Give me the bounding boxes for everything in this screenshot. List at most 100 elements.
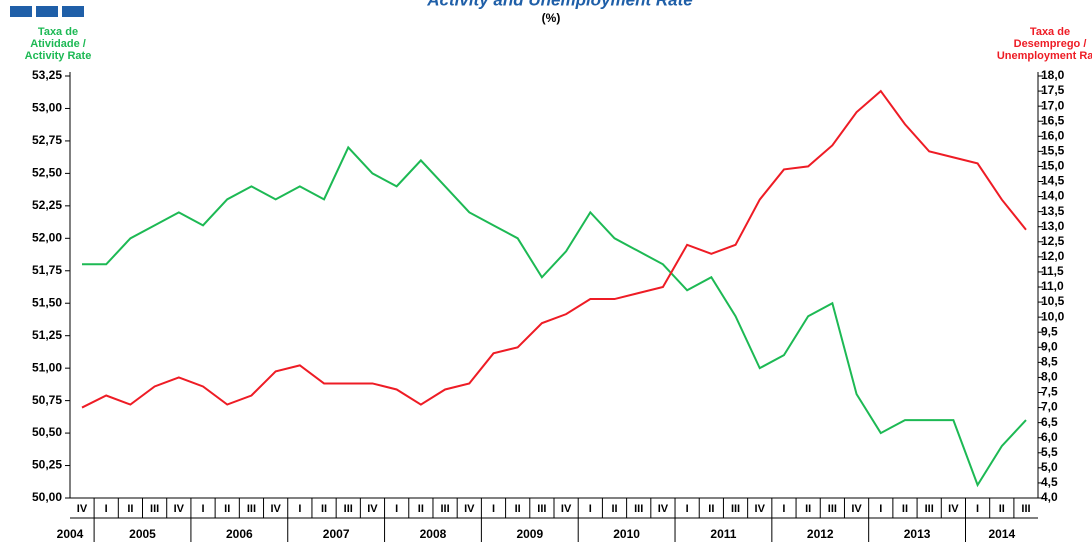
y-tick-label: 51,25 xyxy=(32,328,62,342)
y2-tick-label: 5,5 xyxy=(1041,445,1058,459)
y2-axis-title: Desemprego / xyxy=(1014,38,1087,50)
x-tick-label: III xyxy=(634,503,643,515)
x-tick-label: IV xyxy=(77,503,88,515)
y2-tick-label: 7,5 xyxy=(1041,385,1058,399)
year-label: 2004 xyxy=(57,527,84,541)
y-tick-label: 52,00 xyxy=(32,230,62,244)
x-tick-label: II xyxy=(321,503,327,515)
y-tick-label: 51,75 xyxy=(32,263,62,277)
x-tick-label: II xyxy=(611,503,617,515)
y2-tick-label: 14,0 xyxy=(1041,189,1065,203)
x-tick-label: IV xyxy=(174,503,185,515)
y-tick-label: 51,50 xyxy=(32,295,62,309)
y2-tick-label: 5,0 xyxy=(1041,460,1058,474)
x-tick-label: IV xyxy=(367,503,378,515)
year-label: 2010 xyxy=(613,527,640,541)
y-tick-label: 53,25 xyxy=(32,68,62,82)
y2-tick-label: 4,0 xyxy=(1041,490,1058,504)
x-tick-label: III xyxy=(828,503,837,515)
x-tick-label: IV xyxy=(658,503,669,515)
logo-bar xyxy=(10,6,32,17)
y-tick-label: 50,50 xyxy=(32,425,62,439)
year-label: 2008 xyxy=(420,527,447,541)
y2-axis-title: Unemployment Rate xyxy=(997,50,1092,62)
x-tick-label: I xyxy=(782,503,785,515)
y2-tick-label: 6,5 xyxy=(1041,415,1058,429)
year-label: 2011 xyxy=(710,527,736,541)
y2-tick-label: 14,5 xyxy=(1041,174,1065,188)
logo-bar xyxy=(62,6,84,17)
x-tick-label: II xyxy=(708,503,714,515)
x-tick-label: IV xyxy=(755,503,766,515)
x-tick-label: I xyxy=(201,503,204,515)
year-label: 2012 xyxy=(807,527,834,541)
x-tick-label: II xyxy=(224,503,230,515)
y-axis-title: Activity Rate xyxy=(25,50,92,62)
x-tick-label: III xyxy=(1021,503,1030,515)
x-tick-label: II xyxy=(902,503,908,515)
y2-tick-label: 11,0 xyxy=(1041,279,1064,293)
x-tick-label: II xyxy=(418,503,424,515)
chart-title: Activity and Unemployment Rate xyxy=(426,0,692,9)
y2-tick-label: 12,0 xyxy=(1041,249,1065,263)
x-tick-label: III xyxy=(925,503,934,515)
x-tick-label: III xyxy=(731,503,740,515)
year-label: 2005 xyxy=(129,527,156,541)
x-tick-label: IV xyxy=(270,503,281,515)
y2-tick-label: 8,5 xyxy=(1041,355,1058,369)
y2-tick-label: 17,5 xyxy=(1041,83,1065,97)
y2-tick-label: 16,0 xyxy=(1041,128,1065,142)
x-tick-label: IV xyxy=(561,503,572,515)
x-tick-label: III xyxy=(247,503,256,515)
x-tick-label: III xyxy=(150,503,159,515)
x-tick-label: IV xyxy=(851,503,862,515)
y2-tick-label: 12,5 xyxy=(1041,234,1065,248)
y-tick-label: 53,00 xyxy=(32,101,62,115)
x-tick-label: I xyxy=(298,503,301,515)
y-tick-label: 51,00 xyxy=(32,360,62,374)
y2-tick-label: 13,5 xyxy=(1041,204,1065,218)
y2-tick-label: 17,0 xyxy=(1041,98,1065,112)
y2-tick-label: 11,5 xyxy=(1041,264,1064,278)
y-tick-label: 50,25 xyxy=(32,458,62,472)
y2-tick-label: 9,5 xyxy=(1041,324,1058,338)
chart-subtitle: (%) xyxy=(542,11,561,25)
y-axis-title: Atividade / xyxy=(30,38,86,50)
x-tick-label: III xyxy=(440,503,449,515)
x-tick-label: II xyxy=(999,503,1005,515)
y-tick-label: 52,75 xyxy=(32,133,62,147)
x-tick-label: I xyxy=(976,503,979,515)
x-tick-label: I xyxy=(879,503,882,515)
year-label: 2014 xyxy=(988,527,1015,541)
x-tick-label: I xyxy=(686,503,689,515)
x-tick-label: I xyxy=(395,503,398,515)
y-tick-label: 52,50 xyxy=(32,166,62,180)
y-tick-label: 50,00 xyxy=(32,490,62,504)
series-line xyxy=(82,145,1027,488)
y2-tick-label: 8,0 xyxy=(1041,370,1058,384)
year-label: 2007 xyxy=(323,527,350,541)
y2-axis-title: Taxa de xyxy=(1030,26,1070,38)
y2-tick-label: 15,5 xyxy=(1041,144,1065,158)
year-label: 2006 xyxy=(226,527,253,541)
y2-tick-label: 10,0 xyxy=(1041,309,1065,323)
logo-bar xyxy=(36,6,58,17)
x-tick-label: I xyxy=(492,503,495,515)
x-tick-label: III xyxy=(344,503,353,515)
x-tick-label: I xyxy=(589,503,592,515)
y2-tick-label: 9,0 xyxy=(1041,339,1058,353)
y2-tick-label: 4,5 xyxy=(1041,475,1058,489)
x-tick-label: IV xyxy=(464,503,475,515)
y2-tick-label: 13,0 xyxy=(1041,219,1065,233)
y2-tick-label: 18,0 xyxy=(1041,68,1065,82)
x-tick-label: I xyxy=(105,503,108,515)
year-label: 2009 xyxy=(516,527,543,541)
x-tick-label: IV xyxy=(948,503,959,515)
x-tick-label: II xyxy=(805,503,811,515)
year-label: 2013 xyxy=(904,527,931,541)
y2-tick-label: 7,0 xyxy=(1041,400,1058,414)
y2-tick-label: 16,5 xyxy=(1041,113,1065,127)
series-line xyxy=(81,89,1027,409)
y-axis-title: Taxa de xyxy=(38,26,78,38)
